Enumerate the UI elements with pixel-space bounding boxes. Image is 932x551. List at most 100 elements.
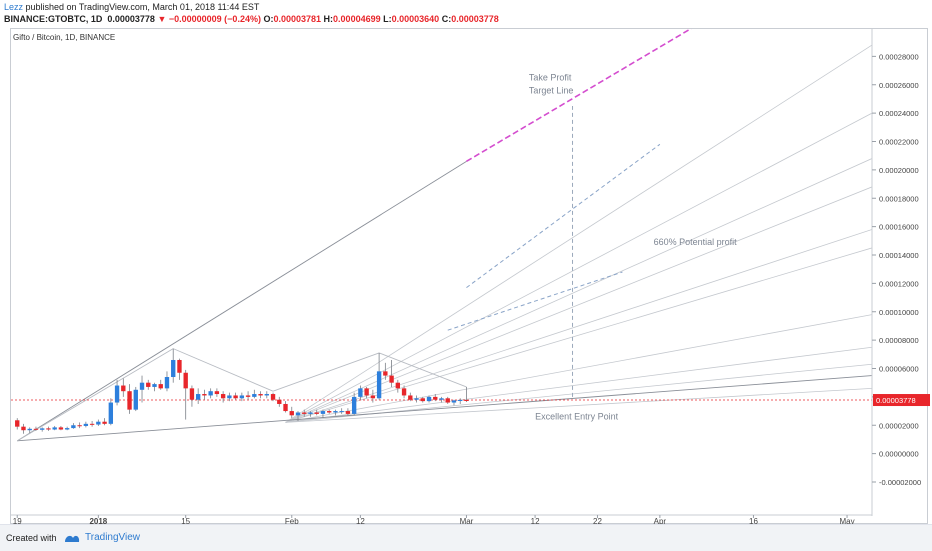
candle-up (227, 395, 232, 399)
fan-line (285, 44, 872, 423)
candle-up (239, 395, 245, 399)
fan-line (285, 314, 872, 423)
candle-up (358, 388, 363, 397)
candle-up (71, 425, 76, 429)
change-value: −0.00000009 (−0.24%) (168, 14, 261, 24)
close-label: C: (441, 14, 452, 24)
candle-up (164, 377, 170, 389)
candle-down (15, 420, 20, 427)
fan-line (285, 229, 872, 423)
low-value: 0.00003640 (391, 14, 440, 24)
candle-up (376, 371, 382, 399)
y-tick-label: 0.00006000 (879, 365, 919, 374)
candle-down (220, 394, 226, 399)
candle-up (295, 412, 301, 416)
candle-up (114, 385, 120, 403)
trendline (17, 375, 872, 442)
high-value: 0.00004699 (333, 14, 381, 24)
candle-down (277, 399, 282, 404)
candle-up (64, 428, 70, 430)
x-tick-label: 15 (181, 517, 190, 524)
y-tick-label: 0.00010000 (879, 308, 919, 317)
candle-up (152, 384, 157, 387)
candle-down (127, 391, 132, 410)
fan-line (285, 247, 872, 423)
trendline (173, 348, 274, 392)
open-value: 0.00003781 (273, 14, 322, 24)
chart-title: Gifto / Bitcoin, 1D, BINANCE (13, 33, 115, 42)
x-tick-label: 12 (531, 517, 540, 524)
candle-down (121, 385, 126, 392)
candle-down (33, 428, 39, 430)
candle-down (270, 394, 276, 400)
close-value: 0.00003778 (451, 14, 499, 24)
open-label: O: (263, 14, 274, 24)
y-tick-label: -0.00002000 (879, 478, 921, 487)
last-price-badge-label: 0.00003778 (876, 396, 916, 405)
candle-down (146, 382, 151, 387)
price-chart[interactable]: Take Profit Target Line 660% Potential pro… (0, 0, 932, 524)
candle-down (214, 391, 220, 395)
candle-down (245, 395, 251, 397)
candle-down (389, 375, 394, 383)
low-label: L: (383, 14, 392, 24)
trendline (17, 160, 467, 442)
footer: Created with TradingView (0, 524, 932, 551)
chart-annotation: Take Profit (529, 72, 572, 82)
trendline (272, 352, 380, 392)
candle-down (327, 411, 332, 413)
candle-up (108, 402, 114, 424)
chart-header: Lezz published on TradingView.com, March… (0, 0, 932, 28)
candle-down (233, 395, 238, 399)
candle-down (177, 359, 182, 373)
chart-annotation: 660% Potential profit (654, 237, 738, 247)
publish-line: Lezz published on TradingView.com, March… (4, 2, 259, 12)
y-tick-label: 0.00000000 (879, 450, 919, 459)
candle-up (439, 398, 444, 400)
trendline (17, 348, 174, 442)
candle-down (58, 427, 64, 430)
symbol-label: BINANCE:GTOBTC, 1D (4, 14, 103, 24)
candle-down (395, 382, 401, 389)
candle-down (89, 423, 95, 425)
candle-down (21, 426, 26, 431)
candle-up (320, 411, 326, 414)
candle-down (289, 411, 294, 416)
candle-down (202, 394, 207, 396)
dashed-guide-line (447, 271, 623, 331)
candle-down (408, 395, 413, 400)
author-link[interactable]: Lezz (4, 2, 24, 12)
candle-down (445, 398, 450, 403)
chart-frame[interactable] (10, 28, 928, 524)
tradingview-logo-icon[interactable] (63, 532, 81, 544)
candle-up (40, 428, 45, 430)
candle-up (414, 398, 419, 400)
candle-up (426, 396, 432, 402)
plot-area: Take Profit Target Line 660% Potential pro… (11, 29, 872, 442)
dashed-guide-line (466, 143, 661, 289)
candle-up (208, 391, 213, 396)
candle-up (451, 400, 457, 403)
y-tick-label: 0.00024000 (879, 109, 919, 118)
candle-up (83, 423, 89, 426)
y-tick-label: 0.00016000 (879, 223, 919, 232)
x-tick-label: Mar (460, 517, 474, 524)
candle-down (314, 412, 319, 414)
x-tick-label: Apr (654, 517, 667, 524)
tradingview-brand-link[interactable]: TradingView (85, 532, 141, 543)
fan-line (285, 186, 872, 423)
fan-line (285, 158, 872, 423)
candle-up (351, 396, 357, 414)
last-price: 0.00003778 (107, 14, 155, 24)
x-tick-label: 16 (749, 517, 758, 524)
candle-down (77, 425, 82, 427)
high-label: H: (323, 14, 334, 24)
y-tick-label: 0.00008000 (879, 336, 919, 345)
x-tick-label: Feb (285, 517, 299, 524)
x-tick-label: 19 (13, 517, 22, 524)
candle-down (258, 394, 263, 396)
chart-annotation: Excellent Entry Point (535, 412, 619, 422)
candle-down (189, 388, 195, 400)
candle-down (158, 384, 163, 389)
candle-up (264, 394, 269, 396)
